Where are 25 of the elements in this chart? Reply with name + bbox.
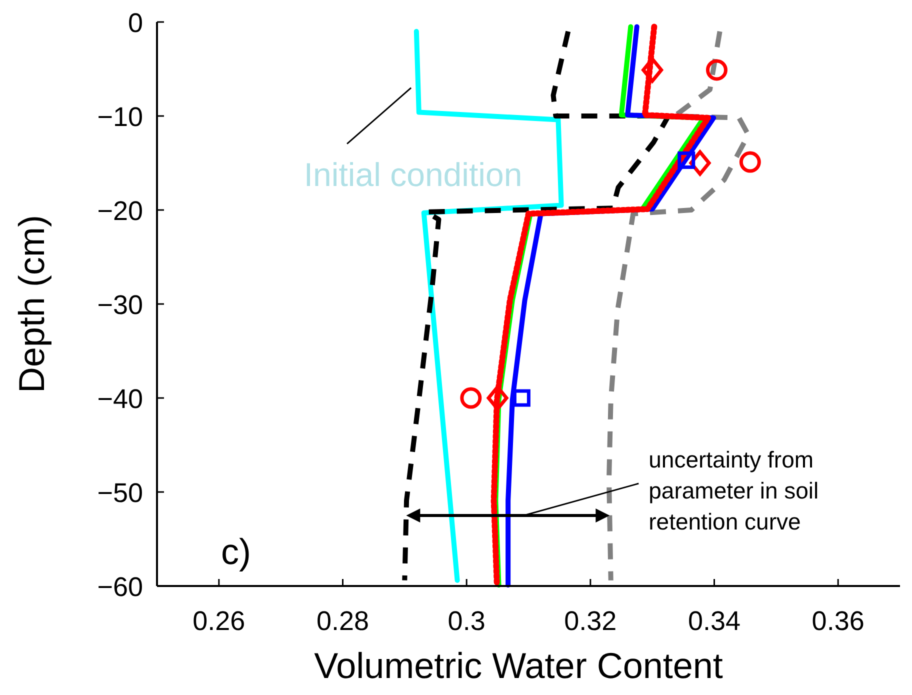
annotation: c) xyxy=(221,531,251,572)
y-tick-label: −50 xyxy=(97,478,143,508)
y-tick-label: −60 xyxy=(97,572,143,602)
y-tick-label: −30 xyxy=(97,290,143,320)
x-tick-label: 0.36 xyxy=(812,606,864,636)
x-tick-label: 0.26 xyxy=(192,606,246,636)
point xyxy=(642,57,664,83)
point xyxy=(512,389,530,407)
x-tick-label: 0.34 xyxy=(688,606,741,636)
point xyxy=(706,59,728,81)
point xyxy=(460,387,482,409)
annotation: Initial condition xyxy=(304,156,522,193)
x-tick-label: 0.32 xyxy=(564,606,617,636)
point xyxy=(678,151,696,169)
y-tick-label: −20 xyxy=(97,196,143,226)
y-tick-label: 0 xyxy=(128,8,143,38)
x-tick-label: 0.3 xyxy=(448,606,486,636)
y-tick-label: −10 xyxy=(97,102,143,132)
annotation: uncertainty from parameter in soil retention curve xyxy=(648,446,819,534)
point xyxy=(486,385,508,411)
y-tick-label: −40 xyxy=(97,384,143,414)
y-axis-title: Depth (cm) xyxy=(11,214,52,394)
x-tick-label: 0.28 xyxy=(316,606,370,636)
x-axis-title: Volumetric Water Content xyxy=(314,645,723,686)
point xyxy=(739,151,761,173)
